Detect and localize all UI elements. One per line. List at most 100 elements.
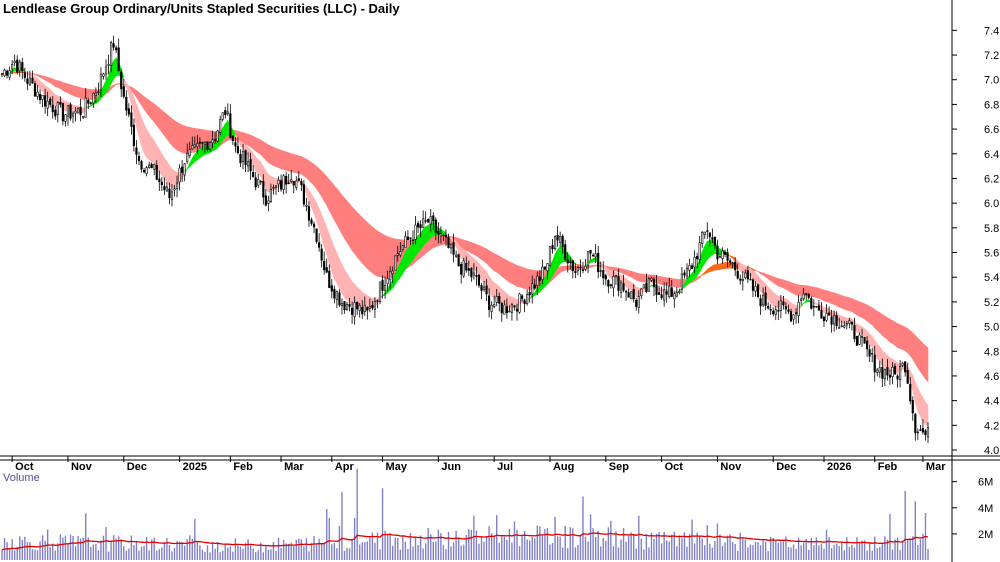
candle-body	[488, 295, 491, 310]
candle-body	[221, 112, 224, 120]
candle-body	[325, 267, 328, 273]
candle-body	[833, 314, 836, 325]
long-ribbon-segment	[501, 257, 505, 279]
candle-body	[526, 294, 529, 304]
candle-body	[901, 362, 904, 366]
candle-body	[203, 142, 207, 146]
candle-body	[586, 251, 590, 266]
candle-body	[850, 321, 853, 325]
long-ribbon-segment	[854, 299, 858, 316]
candle-body	[764, 292, 767, 306]
long-ribbon-segment	[658, 275, 662, 285]
long-ribbon-segment	[290, 153, 295, 173]
candle-body	[683, 272, 686, 276]
candle-body	[721, 250, 724, 259]
candle-body	[650, 277, 653, 281]
candle-body	[594, 253, 597, 258]
candle-body	[120, 71, 123, 90]
long-ribbon-segment	[709, 265, 713, 273]
long-ribbon-segment	[783, 279, 787, 290]
candle-body	[541, 266, 544, 280]
long-ribbon-segment	[336, 187, 340, 230]
candle-body	[490, 304, 493, 312]
price-tick-label: 6.2	[984, 173, 999, 185]
long-ribbon-segment	[628, 270, 632, 278]
long-ribbon-segment	[181, 124, 185, 154]
long-ribbon-segment	[674, 278, 678, 288]
candle-body	[592, 254, 595, 257]
candle-body	[198, 141, 201, 144]
candle-body	[279, 180, 283, 190]
long-ribbon-segment	[818, 287, 822, 300]
candle-body	[66, 105, 70, 117]
candle-body	[79, 107, 82, 116]
candle-body	[381, 279, 384, 291]
candle-body	[414, 224, 417, 240]
candle-body	[751, 279, 755, 291]
candle-body	[153, 164, 156, 170]
volume-average-line	[1, 532, 929, 551]
candle-body	[564, 244, 567, 260]
candle-body	[498, 296, 501, 304]
candle-body	[419, 224, 422, 229]
long-ribbon-segment	[252, 135, 256, 152]
long-ribbon-segment	[473, 242, 477, 257]
candle-body	[731, 262, 734, 265]
candle-body	[665, 291, 668, 295]
time-tick-label: Feb	[878, 461, 898, 473]
candle-body	[508, 310, 511, 313]
long-ribbon-segment	[810, 286, 815, 298]
long-ribbon-segment	[318, 167, 322, 198]
candle-body	[249, 159, 252, 172]
candle-body	[26, 78, 29, 84]
candle-body	[132, 124, 136, 146]
candle-body	[675, 292, 678, 297]
candle-body	[142, 170, 146, 173]
candle-body	[432, 215, 435, 222]
short-ribbon-segment	[136, 104, 140, 137]
time-tick-label: Apr	[335, 461, 355, 473]
candle-body	[820, 309, 823, 319]
candle-body	[338, 292, 341, 306]
candle-body	[513, 305, 516, 308]
candle-body	[371, 304, 374, 309]
candle-body	[495, 296, 498, 303]
long-ribbon-segment	[922, 342, 926, 380]
long-ribbon-segment	[755, 269, 759, 273]
long-ribbon-segment	[288, 152, 292, 172]
candle-body	[181, 166, 184, 173]
candle-body	[216, 130, 219, 142]
long-ribbon-segment	[278, 148, 282, 170]
short-ribbon-segment	[701, 245, 706, 269]
long-ribbon-segment	[341, 194, 345, 239]
short-ribbon-segment	[336, 252, 340, 290]
candle-body	[5, 70, 9, 76]
short-ribbon-segment	[772, 291, 777, 308]
candle-body	[640, 288, 643, 297]
long-ribbon-segment	[676, 278, 680, 288]
candle-body	[873, 354, 876, 373]
candle-body	[787, 309, 790, 312]
short-ribbon-segment	[321, 214, 325, 247]
long-ribbon-segment	[115, 83, 120, 85]
candle-body	[802, 293, 805, 300]
long-ribbon-segment	[902, 325, 906, 352]
candle-body	[663, 289, 666, 301]
long-ribbon-segment	[372, 226, 376, 276]
candle-body	[137, 156, 141, 162]
price-tick-label: 5.8	[984, 223, 999, 235]
long-ribbon-segment	[306, 158, 310, 181]
time-tick-label: Oct	[665, 461, 684, 473]
long-ribbon-segment	[514, 263, 518, 288]
candle-body	[807, 294, 810, 298]
long-ribbon-segment	[331, 181, 335, 221]
candle-body	[637, 296, 640, 308]
candle-body	[102, 73, 105, 77]
candle-body	[627, 292, 630, 298]
candle-body	[789, 311, 793, 322]
chart-title: Lendlease Group Ordinary/Units Stapled S…	[3, 1, 400, 16]
candle-body	[607, 279, 610, 287]
long-ribbon-segment	[790, 282, 794, 295]
candle-body	[168, 188, 171, 199]
long-ribbon-segment	[377, 230, 381, 278]
